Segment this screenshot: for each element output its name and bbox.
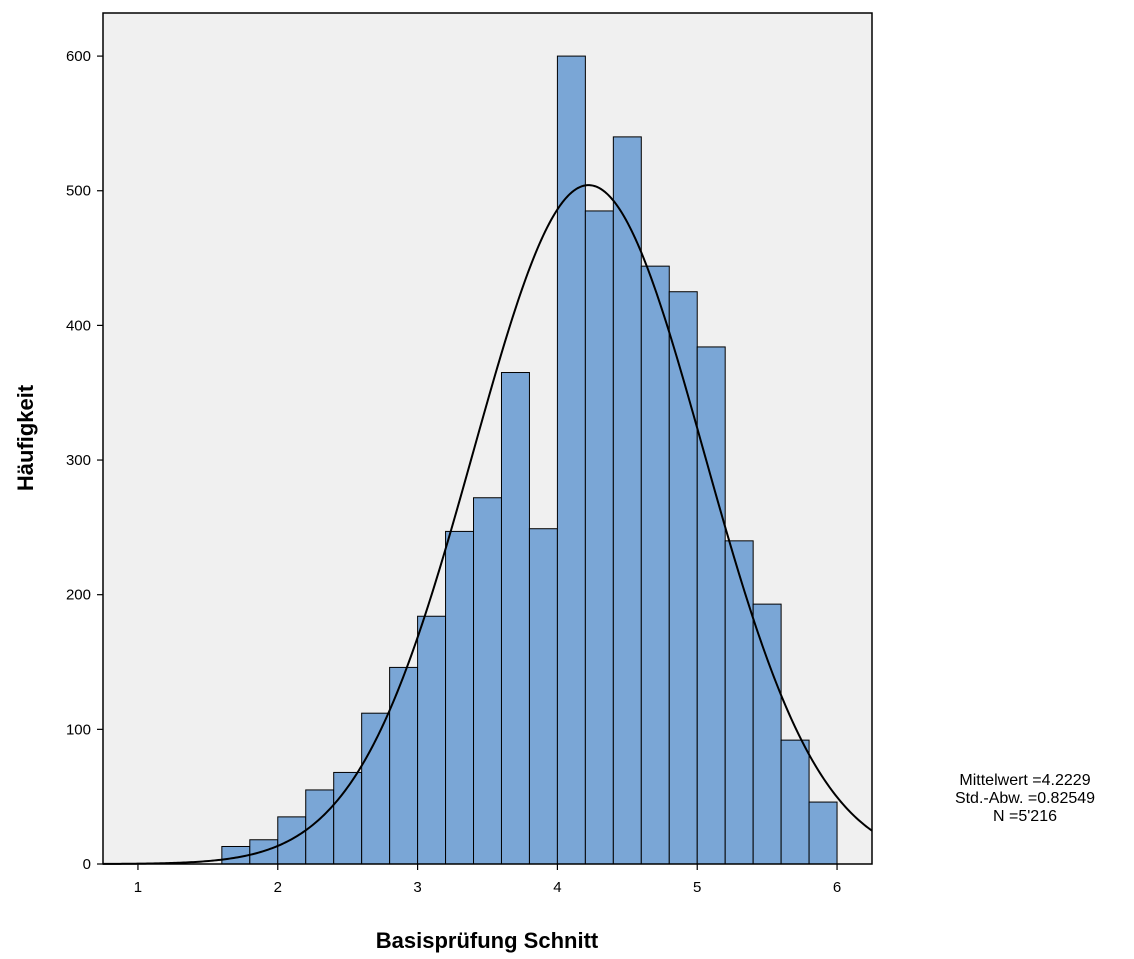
n-label: N =5'216 — [993, 808, 1057, 825]
bars-group — [221, 55, 838, 865]
histogram-bar-16 — [640, 265, 670, 865]
statistics-legend: Mittelwert =4.2229 Std.-Abw. =0.82549 N … — [916, 772, 1134, 826]
histogram-bar-3 — [277, 816, 307, 865]
x-tick-label-4: 4 — [553, 879, 561, 896]
histogram-bar-10 — [473, 497, 502, 865]
x-tick-label-6: 6 — [833, 879, 841, 896]
histogram-bar-7 — [389, 666, 419, 865]
y-tick-label-200: 200 — [66, 587, 91, 604]
plot-frame — [102, 12, 873, 865]
histogram-bar-14 — [584, 210, 614, 865]
y-tick-label-500: 500 — [66, 183, 91, 200]
histogram-bar-15 — [612, 136, 642, 865]
y-tick-label-0: 0 — [83, 856, 91, 873]
x-axis-title: Basisprüfung Schnitt — [376, 928, 599, 953]
histogram-bar-20 — [752, 603, 782, 865]
normal-curve — [103, 184, 873, 865]
histogram-bar-21 — [780, 739, 810, 865]
y-tick-label-600: 600 — [66, 48, 91, 65]
x-axis: 1 2 3 4 5 6 — [134, 864, 841, 896]
x-tick-label-2: 2 — [274, 879, 282, 896]
y-tick-label-400: 400 — [66, 317, 91, 334]
histogram-bar-8 — [417, 615, 447, 865]
y-axis: 0 100 200 300 400 500 600 — [66, 48, 103, 873]
x-tick-label-3: 3 — [413, 879, 421, 896]
y-tick-label-100: 100 — [66, 721, 91, 738]
y-tick-label-300: 300 — [66, 452, 91, 469]
histogram-bar-6 — [361, 712, 391, 865]
x-tick-label-1: 1 — [134, 879, 142, 896]
x-tick-label-5: 5 — [693, 879, 701, 896]
histogram-bar-11 — [500, 372, 530, 865]
histogram-bar-12 — [528, 528, 558, 865]
mean-label: Mittelwert =4.2229 — [959, 772, 1091, 789]
y-axis-title: Häufigkeit — [13, 384, 38, 491]
histogram-bar-18 — [696, 346, 726, 865]
histogram-bar-9 — [445, 530, 475, 865]
std-dev-label: Std.-Abw. =0.82549 — [954, 790, 1096, 807]
histogram-bar-19 — [724, 540, 754, 865]
histogram-bar-22 — [808, 801, 838, 865]
histogram-bar-13 — [556, 55, 586, 865]
